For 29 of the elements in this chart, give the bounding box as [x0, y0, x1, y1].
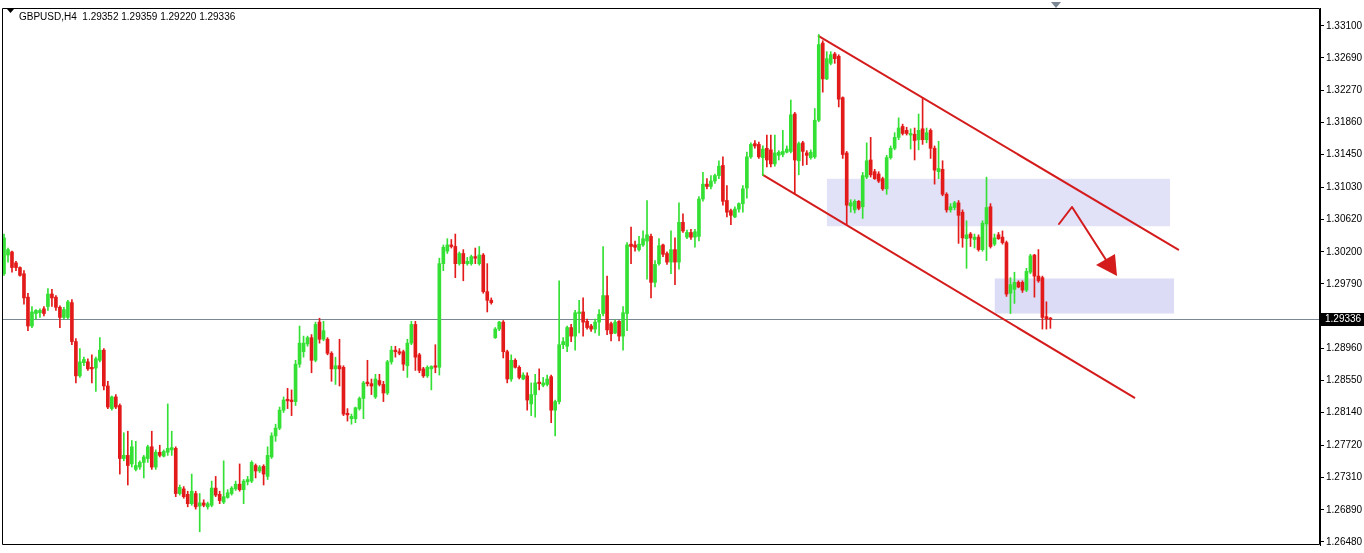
- y-tick-label: 1.28550: [1326, 374, 1363, 386]
- y-tick-label: 1.30620: [1326, 212, 1363, 224]
- y-tick-label: 1.31860: [1326, 116, 1363, 128]
- y-tick-label: 1.33100: [1326, 19, 1363, 31]
- candlestick: [133, 441, 138, 472]
- candlestick: [121, 432, 126, 462]
- candlestick: [165, 403, 170, 456]
- chart-title: GBPUSD,H4 1.29352 1.29359 1.29220 1.29336: [19, 10, 236, 22]
- y-tick-label: 1.29790: [1326, 277, 1363, 289]
- y-tick-label: 1.28960: [1326, 342, 1363, 354]
- candlestick: [90, 354, 94, 384]
- candlestick: [50, 289, 54, 307]
- y-tick-label: 1.26890: [1326, 503, 1363, 515]
- y-tick-label: 1.27720: [1326, 438, 1363, 450]
- candlestick: [125, 430, 130, 486]
- candlestick: [473, 247, 478, 264]
- y-tick-label: 1.30200: [1326, 245, 1363, 257]
- y-tick-label: 1.32270: [1326, 84, 1363, 96]
- y-tick-label: 1.27310: [1326, 470, 1363, 482]
- y-tick-label: 1.31030: [1326, 181, 1363, 193]
- y-tick-label: 1.28140: [1326, 406, 1363, 418]
- ref-line-label: 1.29336: [1325, 313, 1362, 325]
- candlestick: [780, 130, 785, 158]
- y-tick-label: 1.32690: [1326, 51, 1363, 63]
- y-tick-label: 1.26480: [1326, 535, 1363, 547]
- candlestick: [645, 200, 649, 280]
- y-tick-label: 1.31450: [1326, 148, 1363, 160]
- candlestick: [577, 299, 581, 334]
- candlestick: [629, 226, 633, 264]
